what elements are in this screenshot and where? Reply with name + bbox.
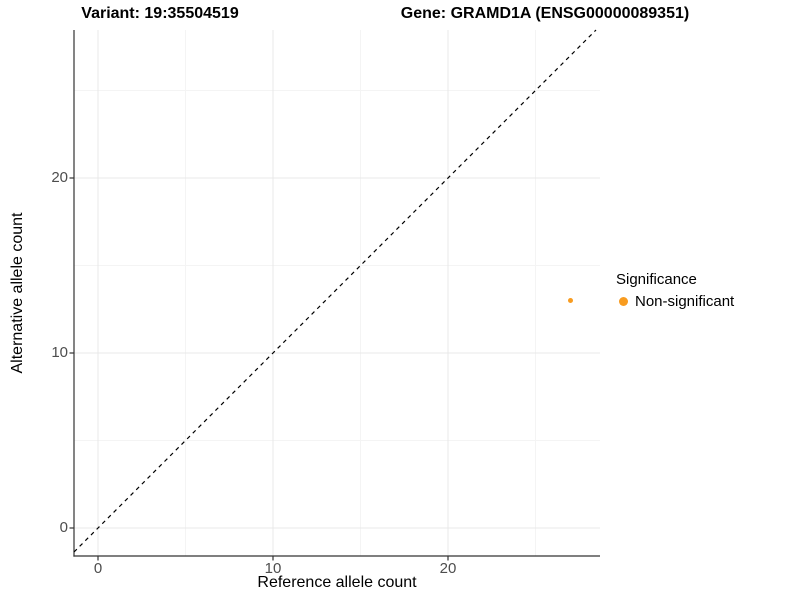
x-axis-label: Reference allele count bbox=[257, 574, 417, 591]
legend-item-label: Non-significant bbox=[635, 292, 735, 310]
data-point bbox=[568, 298, 573, 303]
x-tick-label: 20 bbox=[439, 560, 457, 577]
y-axis-label: Alternative allele count bbox=[9, 212, 26, 374]
x-tick-label: 0 bbox=[93, 560, 103, 577]
identity-line bbox=[73, 29, 597, 553]
y-tick-label: 0 bbox=[59, 519, 68, 536]
legend-item: Non-significant bbox=[616, 291, 734, 311]
x-tick-label: 10 bbox=[264, 560, 282, 577]
y-tick-label: 10 bbox=[51, 344, 68, 361]
legend-title: Significance bbox=[616, 271, 697, 288]
legend: Significance Non-significant bbox=[616, 271, 734, 311]
plot-title-variant: Variant: 19:35504519 bbox=[81, 5, 239, 22]
y-tick-label: 20 bbox=[51, 169, 68, 186]
legend-items: Non-significant bbox=[616, 291, 734, 311]
legend-key-dot-icon bbox=[619, 296, 628, 306]
plot-title-gene: Gene: GRAMD1A (ENSG00000089351) bbox=[400, 5, 690, 22]
